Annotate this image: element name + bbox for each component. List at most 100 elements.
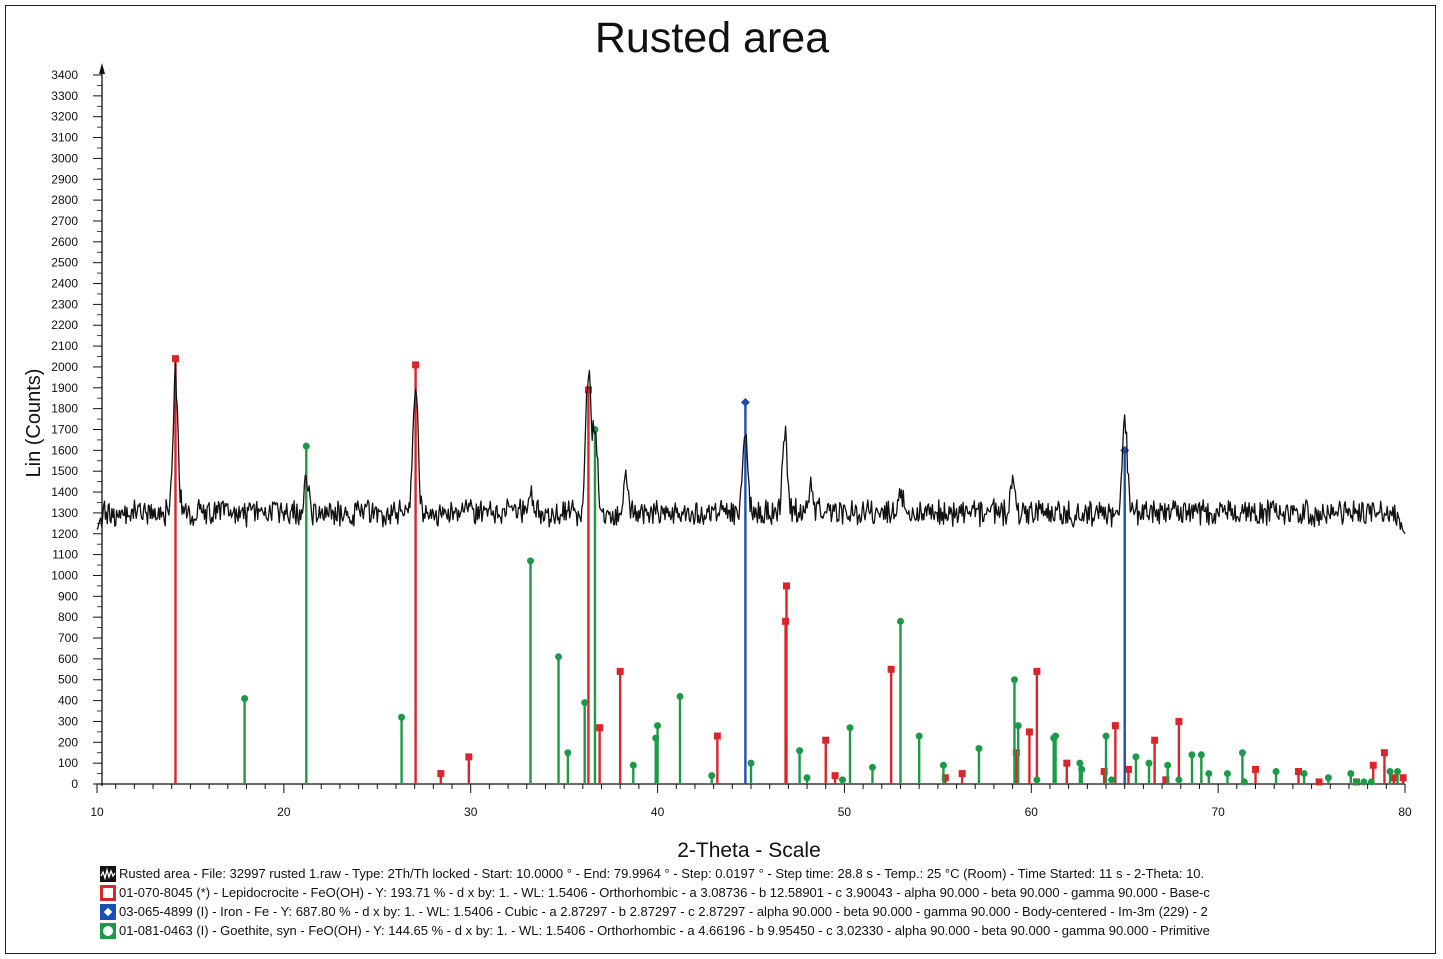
phase-marker-circle [581,699,589,707]
y-axis-arrow [99,63,105,74]
x-tick-label: 70 [1211,805,1225,819]
green-circle-icon [100,922,116,939]
y-tick-label: 1700 [51,423,78,437]
xrd-chart: Rusted area Lin (Counts) 2-Theta - Scale… [23,14,1412,860]
phase-marker-circle [1108,776,1116,784]
y-tick-label: 700 [58,631,78,645]
phase-marker-square [831,772,839,780]
blue-diamond-icon [100,903,116,920]
y-tick-label: 2200 [51,318,78,332]
phase-marker-circle [1175,776,1183,784]
phase-marker-square [1151,736,1159,744]
phase-marker-circle [1188,751,1196,759]
phase-marker-circle [1352,778,1360,786]
phase-marker-square [412,361,420,369]
reference-phases [171,355,1407,786]
phase-marker-circle [796,747,804,755]
y-tick-label: 1100 [52,548,78,562]
red-square-icon [100,884,116,901]
phase-marker-circle [915,732,923,740]
phase-marker-square [822,736,830,744]
phase-marker-circle [527,557,535,565]
phase-marker-circle [1223,770,1231,778]
y-tick-label: 2100 [51,339,78,353]
phase-marker-square [1369,761,1377,769]
pattern-line [96,362,1406,535]
y-tick-label: 3400 [51,68,78,82]
phase-marker-circle [1272,767,1280,775]
phase-marker-square [1063,759,1071,767]
chart-frame [5,5,1436,954]
phase-marker-circle [1033,776,1041,784]
phase-marker-square [1252,765,1260,773]
phase-marker-circle [1014,722,1022,730]
legend-item-pattern: Rusted area - File: 32997 rusted 1.raw -… [100,864,1420,883]
y-tick-label: 2900 [51,172,78,186]
phase-marker-circle [1132,753,1140,761]
x-tick-label: 10 [90,805,104,819]
y-tick-label: 500 [58,673,78,687]
y-tick-label: 2000 [51,360,78,374]
phase-marker-circle [803,774,811,782]
legend-label-goethite: 01-081-0463 (I) - Goethite, syn - FeO(OH… [119,923,1210,938]
phase-marker-square [1175,717,1183,725]
legend-label-lepidocrocite: 01-070-8045 (*) - Lepidocrocite - FeO(OH… [119,885,1210,900]
y-tick-label: 3000 [51,151,78,165]
y-tick-label: 3100 [51,131,78,145]
y-tick-label: 0 [71,777,78,791]
y-tick-label: 2800 [51,193,78,207]
pattern-icon [100,865,116,882]
phase-marker-square [783,582,791,590]
x-tick-label: 20 [277,805,291,819]
phase-marker-square [171,355,179,363]
phase-marker-circle [839,776,847,784]
phase-marker-diamond [740,397,750,407]
phase-marker-circle [1205,770,1213,778]
phase-marker-circle [939,761,947,769]
chart-title: Rusted area [595,14,829,62]
phase-marker-square [1294,767,1302,775]
y-tick-label: 2700 [51,214,78,228]
phase-marker-square [1399,774,1407,782]
phase-marker-square [1012,749,1020,757]
phase-marker-circle [1102,732,1110,740]
phase-marker-square [941,774,949,782]
phase-marker-square [1380,749,1388,757]
y-tick-label: 2400 [51,277,78,291]
phase-marker-circle [1052,732,1060,740]
phase-marker-circle [1145,759,1153,767]
phase-marker-circle [1164,761,1172,769]
phase-marker-circle [1386,767,1394,775]
phase-marker-square [1025,728,1033,736]
phase-marker-circle [302,442,310,450]
y-tick-label: 3300 [51,89,78,103]
phase-marker-circle [1347,770,1355,778]
y-tick-label: 1800 [51,402,78,416]
y-tick-label: 1200 [51,527,78,541]
y-tick-label: 2300 [51,297,78,311]
diffraction-pattern [96,362,1406,535]
phase-marker-circle [1324,774,1332,782]
phase-marker-square [887,665,895,673]
y-tick-label: 800 [58,610,78,624]
phase-marker-square [958,770,966,778]
phase-marker-circle [846,724,854,732]
phase-marker-square [1315,778,1323,786]
phase-marker-circle [241,695,249,703]
y-tick-label: 400 [58,694,78,708]
phase-marker-circle [868,763,876,771]
phase-marker-square [713,732,721,740]
x-axis-label: 2-Theta - Scale [677,839,821,860]
phase-marker-square [1390,774,1398,782]
phase-marker-circle [629,761,637,769]
phase-marker-diamond [1120,445,1130,455]
y-tick-label: 200 [58,735,78,749]
legend-item-goethite: 01-081-0463 (I) - Goethite, syn - FeO(OH… [100,921,1420,940]
y-tick-label: 100 [58,756,78,770]
y-tick-label: 900 [58,589,78,603]
y-tick-label: 1500 [51,464,78,478]
phase-marker-circle [1076,759,1084,767]
phase-marker-circle [708,772,716,780]
phase-marker-circle [1240,778,1248,786]
y-tick-label: 1400 [51,485,78,499]
